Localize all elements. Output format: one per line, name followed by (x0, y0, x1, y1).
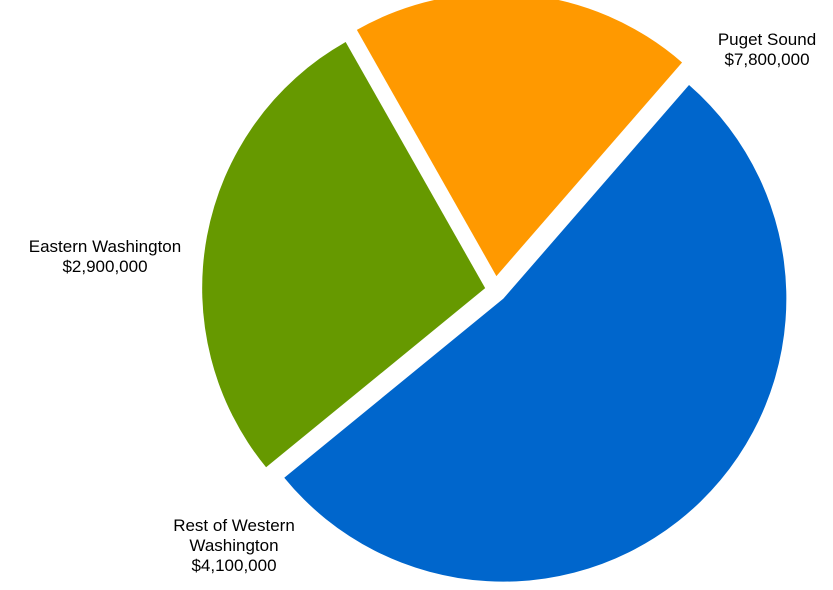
pie-slice-2 (356, 0, 683, 277)
slice-name-label: Washington (189, 536, 278, 555)
slice-value-label: $4,100,000 (191, 556, 276, 575)
slice-name-label: Rest of Western (173, 516, 295, 535)
pie-slices (202, 0, 787, 582)
slice-value-label: $2,900,000 (62, 257, 147, 276)
slice-label-0: Puget Sound $7,800,000 (718, 30, 816, 69)
pie-slice-1 (202, 41, 486, 468)
slice-name-label: Puget Sound (718, 30, 816, 49)
slice-label-2: Eastern Washington $2,900,000 (29, 237, 181, 276)
pie-labels: Puget Sound $7,800,000 Rest of Western Wash… (29, 30, 816, 575)
pie-slice-0 (284, 85, 787, 582)
slice-value-label: $7,800,000 (724, 50, 809, 69)
slice-label-1: Rest of Western Washington $4,100,000 (173, 516, 295, 575)
slice-name-label: Eastern Washington (29, 237, 181, 256)
